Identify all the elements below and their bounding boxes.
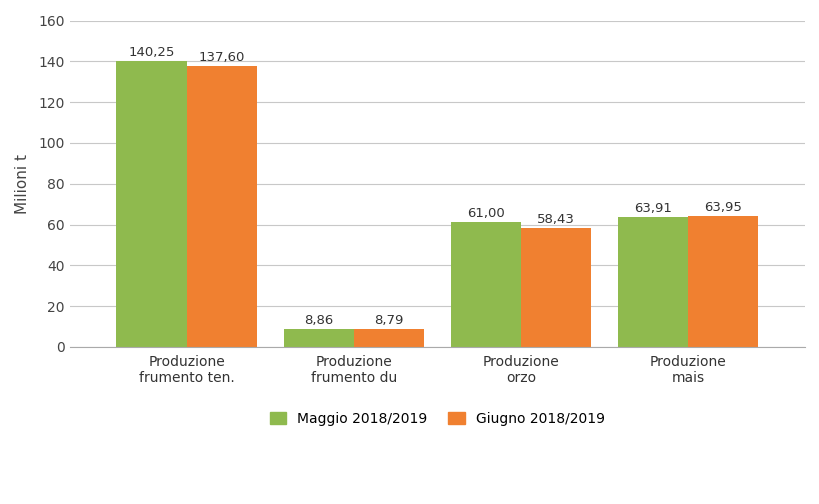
Bar [617,217,687,347]
Text: 63,95: 63,95 [704,202,741,214]
Text: 63,91: 63,91 [633,202,671,215]
Bar [187,66,256,347]
Text: 61,00: 61,00 [466,208,504,220]
Bar [450,222,520,347]
Text: 8,79: 8,79 [373,314,403,327]
Bar [353,329,423,347]
Text: 8,86: 8,86 [304,314,333,327]
Legend: Maggio 2018/2019, Giugno 2018/2019: Maggio 2018/2019, Giugno 2018/2019 [264,406,610,431]
Y-axis label: Milioni t: Milioni t [15,154,30,214]
Text: 140,25: 140,25 [129,46,174,59]
Bar [687,217,758,347]
Text: 58,43: 58,43 [536,213,574,226]
Bar [283,329,353,347]
Bar [116,61,187,347]
Bar [520,228,590,347]
Text: 137,60: 137,60 [198,51,245,64]
